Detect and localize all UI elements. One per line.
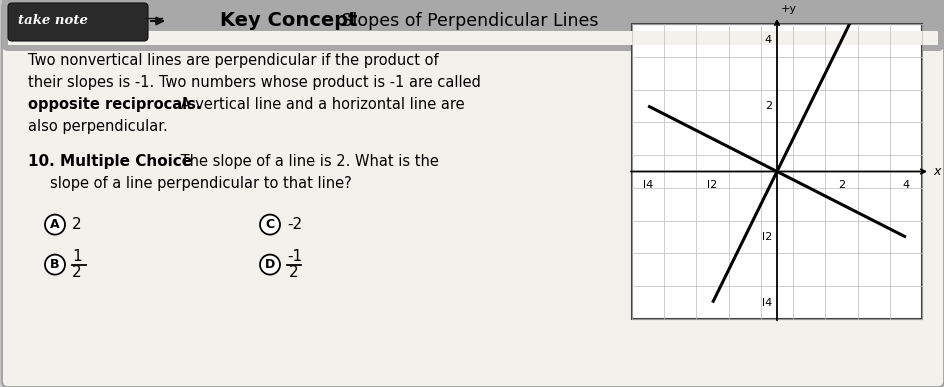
FancyBboxPatch shape <box>8 3 148 41</box>
Text: x: x <box>932 165 939 178</box>
Text: 10. Multiple Choice: 10. Multiple Choice <box>28 154 192 169</box>
Text: take note: take note <box>18 14 88 27</box>
Text: their slopes is -1. Two numbers whose product is -1 are called: their slopes is -1. Two numbers whose pr… <box>28 75 480 90</box>
Text: A: A <box>50 218 59 231</box>
Text: Key Concept: Key Concept <box>220 12 357 31</box>
FancyBboxPatch shape <box>2 0 943 51</box>
Circle shape <box>45 215 65 235</box>
Text: Slopes of Perpendicular Lines: Slopes of Perpendicular Lines <box>336 12 598 30</box>
Circle shape <box>45 255 65 275</box>
Text: -1: -1 <box>287 249 302 264</box>
Text: 2: 2 <box>72 217 81 232</box>
Text: 2: 2 <box>72 265 81 280</box>
Circle shape <box>260 255 279 275</box>
Text: l4: l4 <box>761 298 771 308</box>
Text: 4: 4 <box>764 35 771 45</box>
Text: Two nonvertical lines are perpendicular if the product of: Two nonvertical lines are perpendicular … <box>28 53 438 68</box>
Text: 1: 1 <box>72 249 81 264</box>
Text: The slope of a line is 2. What is the: The slope of a line is 2. What is the <box>176 154 438 169</box>
Bar <box>632 24 921 319</box>
Text: 2: 2 <box>289 265 298 280</box>
Text: A vertical line and a horizontal line are: A vertical line and a horizontal line ar… <box>176 97 464 112</box>
Text: l2: l2 <box>707 180 716 190</box>
Text: l4: l4 <box>642 180 652 190</box>
Text: -2: -2 <box>287 217 302 232</box>
Text: D: D <box>264 258 275 271</box>
Text: opposite reciprocals.: opposite reciprocals. <box>28 97 201 112</box>
Circle shape <box>260 215 279 235</box>
Text: slope of a line perpendicular to that line?: slope of a line perpendicular to that li… <box>50 176 351 191</box>
Text: l2: l2 <box>761 232 771 242</box>
Text: C: C <box>265 218 275 231</box>
Text: 2: 2 <box>764 101 771 111</box>
Bar <box>8 31 937 45</box>
Text: +y: +y <box>780 4 796 14</box>
Text: also perpendicular.: also perpendicular. <box>28 119 168 134</box>
Text: 2: 2 <box>837 180 844 190</box>
Text: 4: 4 <box>902 180 908 190</box>
Text: B: B <box>50 258 59 271</box>
